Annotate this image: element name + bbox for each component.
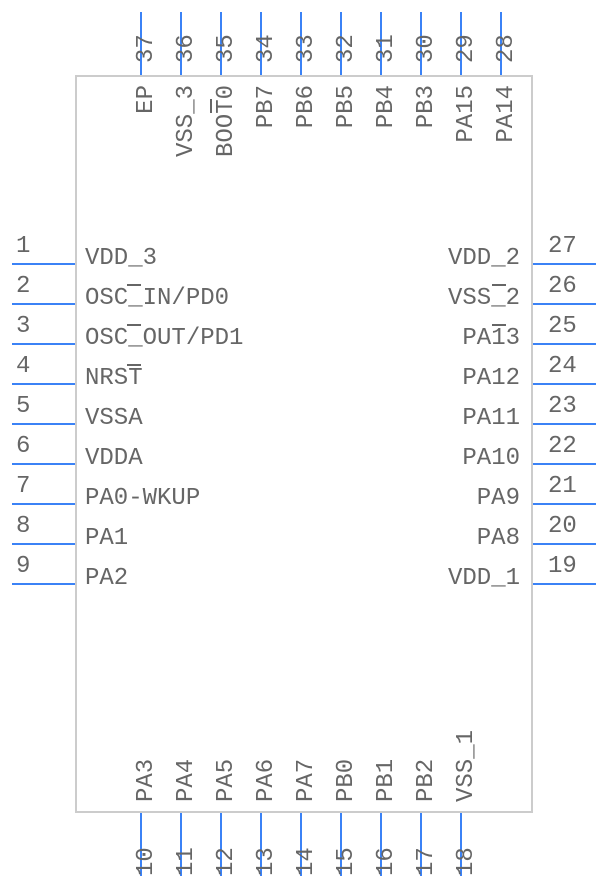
chip-body [75, 75, 533, 813]
overline [127, 284, 141, 286]
pin-number: 1 [16, 233, 30, 260]
pin-line [12, 263, 75, 265]
pin-number: 17 [413, 847, 440, 876]
pin-label: PA7 [293, 759, 320, 802]
pin-line [533, 463, 596, 465]
pin-number: 25 [548, 313, 577, 340]
pin-number: 14 [293, 847, 320, 876]
pin-number: 13 [253, 847, 280, 876]
pin-number: 8 [16, 513, 30, 540]
pin-label: PB3 [413, 85, 440, 128]
pin-number: 24 [548, 353, 577, 380]
pin-number: 10 [133, 847, 160, 876]
pin-label: PA6 [253, 759, 280, 802]
pin-label: VSS_3 [173, 85, 200, 157]
pin-label: PA2 [85, 565, 128, 592]
overline [492, 324, 506, 326]
pin-label: VSS_2 [448, 285, 520, 312]
pin-label: PA14 [493, 85, 520, 143]
pin-line [12, 343, 75, 345]
pin-label: PB5 [333, 85, 360, 128]
pin-number: 26 [548, 273, 577, 300]
pin-line [12, 303, 75, 305]
pin-line [12, 383, 75, 385]
pin-number: 33 [293, 34, 320, 63]
pin-line [12, 583, 75, 585]
pin-line [12, 543, 75, 545]
pin-label: PA1 [85, 525, 128, 552]
pin-number: 27 [548, 233, 577, 260]
pin-label: NRST [85, 365, 143, 392]
pin-label: PA5 [213, 759, 240, 802]
pin-number: 15 [333, 847, 360, 876]
pin-line [533, 263, 596, 265]
pin-label: PA15 [453, 85, 480, 143]
pin-number: 34 [253, 34, 280, 63]
pin-label: PA0-WKUP [85, 485, 200, 512]
pin-number: 9 [16, 553, 30, 580]
pin-number: 16 [373, 847, 400, 876]
pin-label: PA4 [173, 759, 200, 802]
pin-number: 4 [16, 353, 30, 380]
pin-number: 6 [16, 433, 30, 460]
pin-number: 11 [173, 847, 200, 876]
pin-line [533, 503, 596, 505]
pin-label: PB4 [373, 85, 400, 128]
overline [127, 364, 141, 366]
pin-number: 23 [548, 393, 577, 420]
pin-line [533, 303, 596, 305]
overline [492, 284, 506, 286]
pin-label: PA12 [462, 365, 520, 392]
pin-label: PB2 [413, 759, 440, 802]
pin-label: OSC_IN/PD0 [85, 285, 229, 312]
pin-label: VDDA [85, 445, 143, 472]
pin-label: VDD_1 [448, 565, 520, 592]
pin-number: 12 [213, 847, 240, 876]
pin-label: BOOT0 [213, 85, 240, 157]
pin-label: VDD_2 [448, 245, 520, 272]
pin-line [533, 383, 596, 385]
pin-label: PB7 [253, 85, 280, 128]
pin-label: PB1 [373, 759, 400, 802]
pin-number: 31 [373, 34, 400, 63]
pin-label: PA10 [462, 445, 520, 472]
pin-number: 2 [16, 273, 30, 300]
pin-label: PA8 [477, 525, 520, 552]
pin-label: VSS_1 [453, 730, 480, 802]
pin-number: 32 [333, 34, 360, 63]
pin-label: PA3 [133, 759, 160, 802]
pin-label: VDD_3 [85, 245, 157, 272]
pin-number: 20 [548, 513, 577, 540]
pin-line [12, 503, 75, 505]
pin-number: 3 [16, 313, 30, 340]
pin-line [533, 423, 596, 425]
pin-number: 29 [453, 34, 480, 63]
pin-number: 21 [548, 473, 577, 500]
pin-label: EP [133, 85, 160, 114]
pin-label: PB6 [293, 85, 320, 128]
pin-line [533, 543, 596, 545]
pin-number: 35 [213, 34, 240, 63]
overline [210, 99, 212, 113]
pin-label: OSC_OUT/PD1 [85, 325, 243, 352]
pin-line [533, 343, 596, 345]
pin-line [12, 423, 75, 425]
pin-label: PA9 [477, 485, 520, 512]
pin-line [12, 463, 75, 465]
pin-label: PB0 [333, 759, 360, 802]
pin-number: 36 [173, 34, 200, 63]
pin-label: PA11 [462, 405, 520, 432]
pin-number: 37 [133, 34, 160, 63]
pin-label: PA13 [462, 325, 520, 352]
pin-number: 22 [548, 433, 577, 460]
pin-number: 28 [493, 34, 520, 63]
overline [127, 324, 141, 326]
pin-label: VSSA [85, 405, 143, 432]
pin-number: 30 [413, 34, 440, 63]
pin-number: 5 [16, 393, 30, 420]
pin-number: 19 [548, 553, 577, 580]
pin-number: 18 [453, 847, 480, 876]
pin-line [533, 583, 596, 585]
pin-number: 7 [16, 473, 30, 500]
